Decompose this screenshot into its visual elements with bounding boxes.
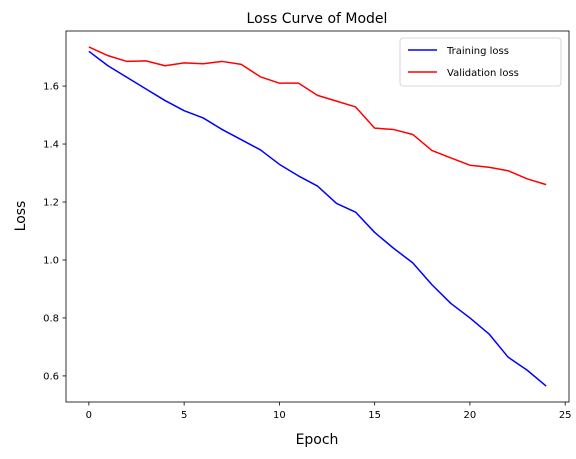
chart-title: Loss Curve of Model xyxy=(247,11,388,27)
y-axis-ticks: 0.6 0.8 1.0 1.2 1.4 1.6 xyxy=(43,82,66,382)
x-tick-label: 25 xyxy=(559,410,572,421)
legend-box xyxy=(399,37,562,87)
y-axis-title: Loss xyxy=(13,201,29,232)
x-axis-ticks: 0 5 10 15 20 25 xyxy=(86,402,572,421)
series-lines xyxy=(88,46,547,387)
x-tick-label: 20 xyxy=(464,410,477,421)
plot-frame xyxy=(65,30,570,403)
legend-label-validation: Validation loss xyxy=(447,68,519,79)
y-tick-label: 1.0 xyxy=(43,255,59,266)
x-tick-label: 5 xyxy=(181,410,187,421)
y-tick-label: 0.6 xyxy=(43,371,59,382)
y-tick-label: 1.6 xyxy=(43,82,59,93)
x-tick-label: 15 xyxy=(368,410,381,421)
plot-area xyxy=(66,31,569,402)
x-tick-label: 0 xyxy=(86,410,92,421)
legend: Training loss Validation loss xyxy=(399,37,562,87)
y-tick-label: 1.2 xyxy=(43,198,59,209)
x-axis-title: Epoch xyxy=(296,432,339,448)
y-tick-label: 0.8 xyxy=(43,313,59,324)
legend-label-training: Training loss xyxy=(446,46,509,57)
x-tick-label: 10 xyxy=(273,410,286,421)
y-tick-label: 1.4 xyxy=(43,140,59,151)
